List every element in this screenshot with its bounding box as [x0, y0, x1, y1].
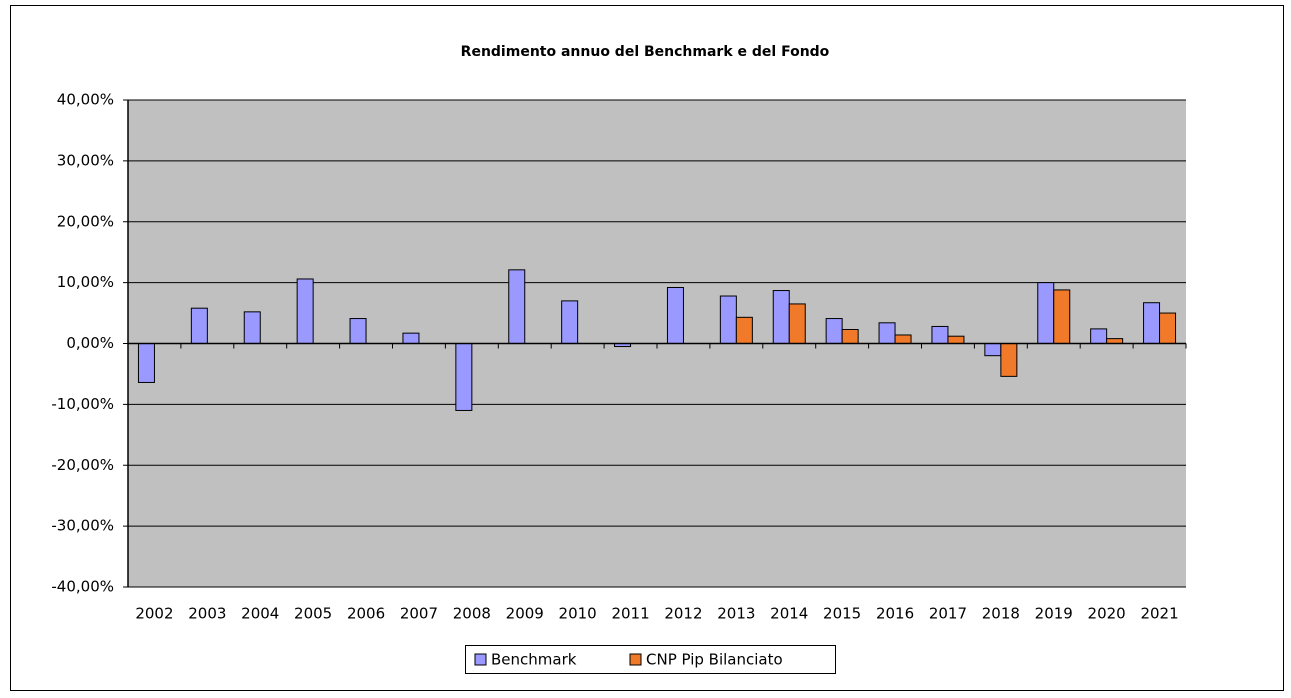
bar: [666, 286, 684, 344]
x-tick-label: 2014: [770, 605, 808, 623]
bar: [402, 332, 420, 344]
bar: [190, 307, 208, 345]
bar: [931, 325, 949, 344]
legend-swatch: [474, 653, 487, 666]
x-tick-label: 2020: [1088, 605, 1126, 623]
bar: [772, 290, 790, 345]
y-tick-label: -20,00%: [51, 456, 114, 474]
y-tick-label: -40,00%: [51, 578, 114, 596]
legend-box: [465, 645, 836, 674]
bar: [1037, 282, 1055, 344]
bar: [1090, 328, 1108, 345]
y-tick-label: 30,00%: [57, 151, 114, 169]
x-tick-label: 2005: [294, 605, 332, 623]
chart-title: Rendimento annuo del Benchmark e del Fon…: [461, 44, 830, 60]
bar: [349, 318, 367, 345]
bar: [1159, 312, 1177, 344]
x-tick-label: 2019: [1035, 605, 1073, 623]
x-tick-label: 2011: [611, 605, 649, 623]
y-tick-label: 20,00%: [57, 212, 114, 230]
bar: [508, 269, 526, 344]
x-tick-label: 2016: [876, 605, 914, 623]
bar: [137, 343, 155, 383]
bar: [1053, 289, 1071, 344]
x-tick-label: 2004: [241, 605, 279, 623]
bar: [455, 343, 473, 411]
x-tick-label: 2009: [506, 605, 544, 623]
x-tick-label: 2002: [135, 605, 173, 623]
y-tick-label: 40,00%: [57, 91, 114, 109]
bar: [719, 295, 737, 344]
bar: [947, 335, 965, 345]
bar: [878, 322, 896, 344]
legend-swatch: [629, 653, 642, 666]
bar: [243, 311, 261, 345]
bar: [825, 318, 843, 345]
x-tick-label: 2003: [188, 605, 226, 623]
bar: [788, 303, 806, 344]
x-tick-label: 2021: [1140, 605, 1178, 623]
x-tick-label: 2010: [559, 605, 597, 623]
x-tick-label: 2007: [400, 605, 438, 623]
bar: [841, 328, 859, 344]
y-tick-label: -10,00%: [51, 395, 114, 413]
x-tick-label: 2008: [453, 605, 491, 623]
bar: [735, 316, 753, 345]
y-tick-label: -30,00%: [51, 517, 114, 535]
x-tick-label: 2017: [929, 605, 967, 623]
bar: [561, 300, 579, 345]
bar: [1143, 302, 1161, 344]
bar: [894, 334, 912, 345]
x-tick-label: 2018: [982, 605, 1020, 623]
bar: [296, 278, 314, 344]
y-tick-label: 0,00%: [66, 334, 114, 352]
bar: [1000, 343, 1018, 377]
bar: [984, 343, 1002, 357]
legend-label: CNP Pip Bilanciato: [646, 651, 783, 669]
x-tick-label: 2015: [823, 605, 861, 623]
y-tick-label: 10,00%: [57, 273, 114, 291]
x-tick-label: 2006: [347, 605, 385, 623]
x-tick-label: 2013: [717, 605, 755, 623]
legend-label: Benchmark: [491, 651, 577, 669]
x-tick-label: 2012: [664, 605, 702, 623]
